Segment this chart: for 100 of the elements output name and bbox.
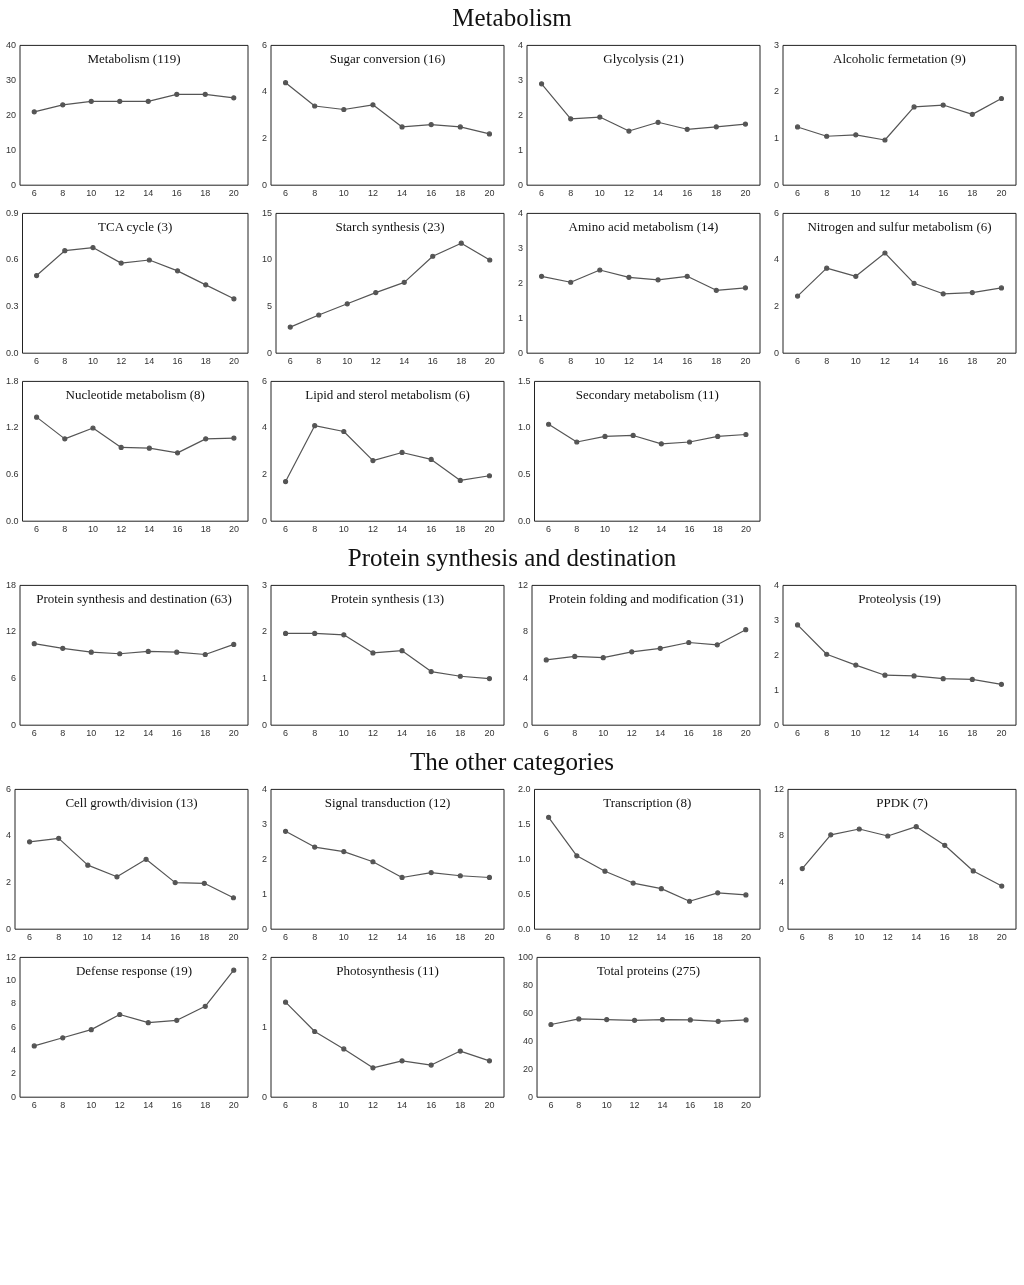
x-tick-label: 12 [370, 356, 381, 367]
x-tick-label: 10 [338, 932, 349, 943]
x-tick-label: 20 [484, 932, 495, 943]
y-tick-label: 5 [267, 301, 273, 312]
x-tick-label: 10 [601, 1100, 612, 1111]
x-tick-label: 18 [967, 188, 978, 199]
y-tick-label: 2 [261, 469, 268, 480]
x-tick-label: 14 [143, 188, 154, 199]
y-tick-label: 0.0 [6, 515, 19, 526]
x-tick-label: 12 [879, 188, 890, 199]
y-tick-label: 0.3 [6, 301, 19, 312]
x-tick-label: 18 [967, 356, 978, 367]
x-tick-label: 20 [228, 524, 239, 535]
y-tick-label: 10 [6, 975, 17, 986]
x-tick-label: 12 [367, 932, 378, 943]
y-tick-label: 6 [5, 783, 12, 794]
text: Nucleotide metabolism (8) [65, 387, 205, 403]
y-tick-label: 1 [517, 144, 524, 155]
x-tick-label: 8 [572, 728, 578, 739]
y-tick-label: 8 [523, 626, 529, 637]
y-tick-label: 2 [11, 1068, 17, 1079]
y-tick-label: 3 [773, 614, 780, 625]
x-tick-label: 8 [576, 1100, 582, 1111]
x-tick-label: 14 [144, 524, 155, 535]
text: Glycolysis (21) [603, 51, 684, 67]
x-tick-label: 18 [712, 728, 723, 739]
x-tick-label: 14 [653, 188, 664, 199]
x-tick-label: 6 [548, 1100, 554, 1111]
text: The other categories [408, 747, 616, 777]
x-tick-label: 18 [967, 728, 978, 739]
x-tick-label: 6 [795, 356, 801, 367]
text: Signal transduction (12) [324, 795, 451, 811]
x-tick-label: 20 [740, 728, 751, 739]
y-tick-label: 1 [517, 312, 524, 323]
x-tick-label: 14 [397, 932, 408, 943]
x-tick-label: 10 [338, 188, 349, 199]
x-tick-label: 8 [574, 932, 580, 943]
x-tick-label: 20 [741, 1100, 752, 1111]
x-tick-label: 20 [740, 932, 751, 943]
text: Protein synthesis and destination (63) [36, 591, 232, 607]
x-tick-label: 8 [62, 356, 68, 367]
x-tick-label: 16 [682, 188, 693, 199]
x-tick-label: 6 [283, 188, 289, 199]
x-tick-label: 8 [824, 188, 830, 199]
text: Protein synthesis and destination [346, 543, 678, 573]
y-tick-label: 0 [11, 719, 17, 730]
y-tick-label: 20 [6, 109, 17, 120]
x-tick-label: 8 [312, 188, 318, 199]
y-tick-label: 0 [261, 719, 268, 730]
x-tick-label: 8 [312, 932, 318, 943]
y-tick-label: 0 [517, 179, 524, 190]
x-tick-label: 14 [399, 356, 410, 367]
text: Defense response (19) [75, 963, 193, 979]
x-tick-label: 10 [599, 932, 610, 943]
x-tick-label: 6 [799, 932, 805, 943]
y-tick-label: 10 [6, 144, 17, 155]
x-tick-label: 8 [60, 1100, 66, 1111]
x-tick-label: 10 [850, 356, 861, 367]
y-tick-label: 0 [5, 923, 12, 934]
text: PPDK (7) [876, 795, 928, 811]
text: Cell growth/division (13) [65, 795, 198, 811]
x-tick-label: 20 [996, 728, 1007, 739]
x-tick-label: 6 [283, 1100, 289, 1111]
x-tick-label: 10 [850, 728, 861, 739]
x-tick-label: 6 [27, 932, 33, 943]
x-tick-label: 8 [824, 356, 830, 367]
x-tick-label: 18 [456, 356, 467, 367]
x-tick-label: 16 [939, 932, 950, 943]
x-tick-label: 20 [484, 728, 495, 739]
x-tick-label: 20 [228, 188, 239, 199]
x-tick-label: 8 [568, 188, 574, 199]
text: Total proteins (275) [596, 963, 701, 979]
x-tick-label: 14 [909, 728, 920, 739]
y-tick-label: 10 [262, 254, 273, 265]
x-tick-label: 20 [740, 524, 751, 535]
y-tick-label: 8 [11, 998, 17, 1009]
x-tick-label: 6 [34, 356, 40, 367]
y-tick-label: 0 [261, 179, 268, 190]
x-tick-label: 12 [623, 356, 634, 367]
x-tick-label: 8 [316, 356, 322, 367]
x-tick-label: 8 [574, 524, 580, 535]
x-tick-label: 20 [484, 356, 495, 367]
y-tick-label: 0.0 [518, 515, 531, 526]
x-tick-label: 18 [968, 932, 979, 943]
y-tick-label: 0.6 [6, 254, 19, 265]
text: TCA cycle (3) [98, 219, 173, 235]
x-tick-label: 18 [455, 932, 466, 943]
y-tick-label: 4 [261, 783, 268, 794]
y-tick-label: 2 [261, 853, 268, 864]
y-tick-label: 0 [11, 1091, 17, 1102]
x-tick-label: 10 [87, 356, 98, 367]
y-tick-label: 2 [5, 877, 12, 888]
text: Proteolysis (19) [858, 591, 941, 607]
y-tick-label: 80 [523, 979, 534, 990]
y-tick-label: 4 [5, 830, 12, 841]
x-tick-label: 14 [143, 1100, 154, 1111]
x-tick-label: 16 [938, 356, 949, 367]
y-tick-label: 0 [773, 719, 780, 730]
y-tick-label: 4 [779, 877, 785, 888]
x-tick-label: 16 [172, 524, 183, 535]
